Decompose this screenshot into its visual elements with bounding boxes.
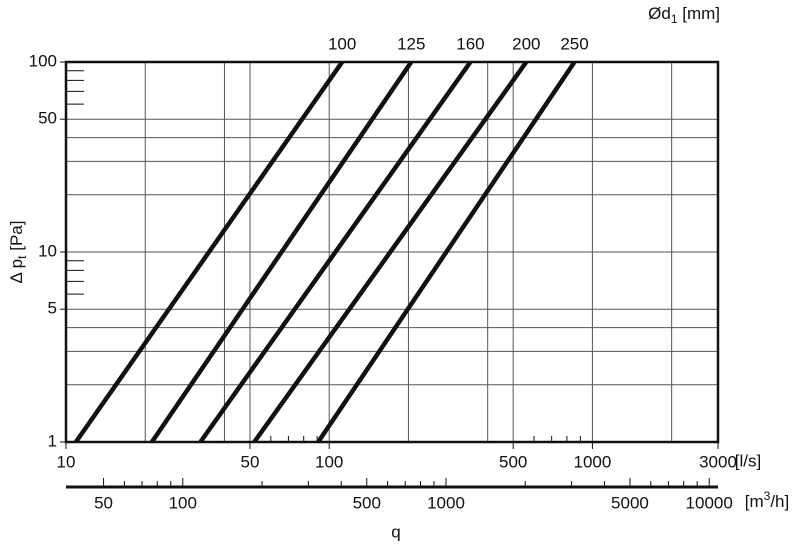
- series-label: 200: [512, 34, 540, 53]
- x-tick-label: 1000: [574, 452, 612, 471]
- plot-frame: [64, 60, 720, 444]
- y-tick-label: 10: [38, 241, 57, 260]
- x2-unit-end: /h]: [770, 492, 789, 511]
- series-label: 250: [560, 34, 588, 53]
- y-label-text: Δ p: [7, 259, 26, 284]
- y-tick-label: 100: [29, 51, 57, 70]
- y-label-sub: t: [15, 255, 29, 259]
- series-label: 125: [397, 34, 425, 53]
- top-label-text: Ød: [648, 4, 671, 23]
- series-label: 100: [328, 34, 356, 53]
- curve: [150, 62, 414, 442]
- y-tick-label: 1: [48, 431, 57, 450]
- y-label-unit: [Pa]: [7, 221, 26, 256]
- curve: [252, 62, 529, 442]
- x-tick-label: 50: [241, 452, 260, 471]
- x2-tick-label: 10000: [686, 493, 733, 512]
- curve: [74, 62, 345, 442]
- x2-unit-sup: 3: [764, 489, 771, 503]
- x-tick-label: 500: [499, 452, 527, 471]
- y-axis-label: Δ pt [Pa]: [7, 221, 29, 284]
- x-axis-label: q: [391, 522, 400, 541]
- y-tick-label: 50: [38, 109, 57, 128]
- x-tick-label: 10: [57, 452, 76, 471]
- x2-unit-text: [m: [745, 492, 764, 511]
- x-tick-label: 100: [315, 452, 343, 471]
- x-tick-label: 3000: [699, 452, 737, 471]
- x2-unit: [m3/h]: [745, 489, 789, 511]
- y-tick-label: 5: [48, 299, 57, 318]
- curve: [316, 62, 577, 442]
- x-unit: [l/s]: [735, 451, 761, 470]
- top-label: Ød1 [mm]: [648, 4, 720, 26]
- top-label-unit: [mm]: [678, 4, 721, 23]
- x2-tick-label: 100: [169, 493, 197, 512]
- x2-tick-label: 1000: [427, 493, 465, 512]
- curve: [198, 62, 473, 442]
- x2-tick-label: 5000: [611, 493, 649, 512]
- top-label-sub: 1: [671, 12, 678, 26]
- series-label: 160: [456, 34, 484, 53]
- x2-tick-label: 500: [353, 493, 381, 512]
- x2-tick-label: 50: [94, 493, 113, 512]
